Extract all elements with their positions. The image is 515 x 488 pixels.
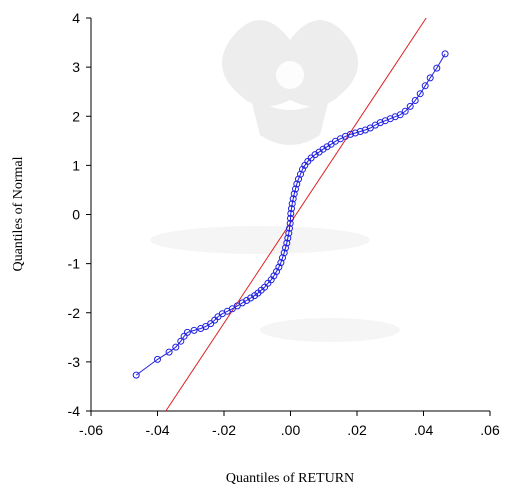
data-point [165, 348, 173, 356]
data-point [356, 128, 364, 135]
y-tick-label: -2 [68, 305, 81, 321]
data-point [286, 224, 293, 232]
data-point [277, 259, 285, 267]
y-tick-label: -4 [68, 403, 81, 419]
x-tick-label: -.02 [212, 422, 236, 438]
data-point [286, 219, 294, 227]
data-point [433, 64, 441, 72]
series-line [135, 53, 446, 376]
data-point [421, 82, 429, 90]
data-point [288, 205, 295, 213]
data-point [279, 254, 286, 262]
data-point [282, 244, 289, 252]
data-point [284, 234, 292, 242]
data-point [307, 154, 315, 162]
data-points [132, 50, 449, 379]
watermark-emblem [222, 20, 358, 145]
y-tick-label: 2 [72, 108, 80, 124]
x-tick-label: -.04 [145, 422, 169, 438]
watermark [150, 20, 400, 342]
y-axis-title: Quantiles of Normal [11, 156, 26, 271]
data-point [441, 50, 449, 58]
data-point [202, 323, 210, 330]
data-point [233, 302, 241, 310]
data-point [177, 337, 185, 345]
data-point [346, 130, 354, 138]
data-point [299, 165, 306, 173]
x-tick-label: .02 [347, 422, 367, 438]
data-point [292, 185, 299, 193]
y-tick-label: -1 [68, 256, 81, 272]
data-point [190, 326, 198, 334]
data-point [290, 190, 298, 198]
data-point [416, 90, 424, 98]
x-tick-label: .00 [281, 422, 301, 438]
data-point [411, 97, 419, 104]
data-point [396, 111, 404, 119]
reference-line [165, 17, 427, 412]
data-point [207, 320, 215, 328]
x-tick-label: -.06 [79, 422, 103, 438]
data-point [183, 328, 191, 336]
x-axis-title: Quantiles of RETURN [226, 471, 354, 486]
y-tick-label: 3 [72, 59, 80, 75]
data-point [401, 107, 409, 115]
axes: 4 3 2 1 0 -1 -2 -3 -4 -.06 -.04 -.02 .00 .02 .04 .06 [68, 10, 500, 438]
data-point [285, 229, 293, 237]
data-point [275, 263, 283, 271]
y-tick-label: -3 [68, 354, 81, 370]
data-point [287, 214, 294, 222]
data-point [293, 180, 301, 188]
x-ticks: -.06 -.04 -.02 .00 .02 .04 .06 [79, 411, 500, 438]
y-ticks: 4 3 2 1 0 -1 -2 -3 -4 [68, 10, 91, 419]
x-tick-label: .04 [414, 422, 434, 438]
y-tick-label: 4 [72, 10, 80, 26]
data-point [287, 210, 295, 217]
data-point [351, 129, 359, 137]
data-point [366, 124, 374, 132]
y-tick-label: 1 [72, 157, 80, 173]
data-point [283, 239, 291, 247]
data-point [426, 74, 434, 82]
watermark-blot-1 [150, 226, 400, 342]
data-point [289, 195, 297, 203]
y-tick-label: 0 [72, 207, 80, 223]
data-point [132, 371, 140, 379]
data-point [172, 343, 180, 351]
data-point [228, 305, 236, 313]
data-point [280, 249, 288, 257]
data-point [288, 200, 296, 208]
data-point [154, 355, 161, 363]
data-point [406, 102, 414, 110]
x-tick-label: .06 [480, 422, 500, 438]
